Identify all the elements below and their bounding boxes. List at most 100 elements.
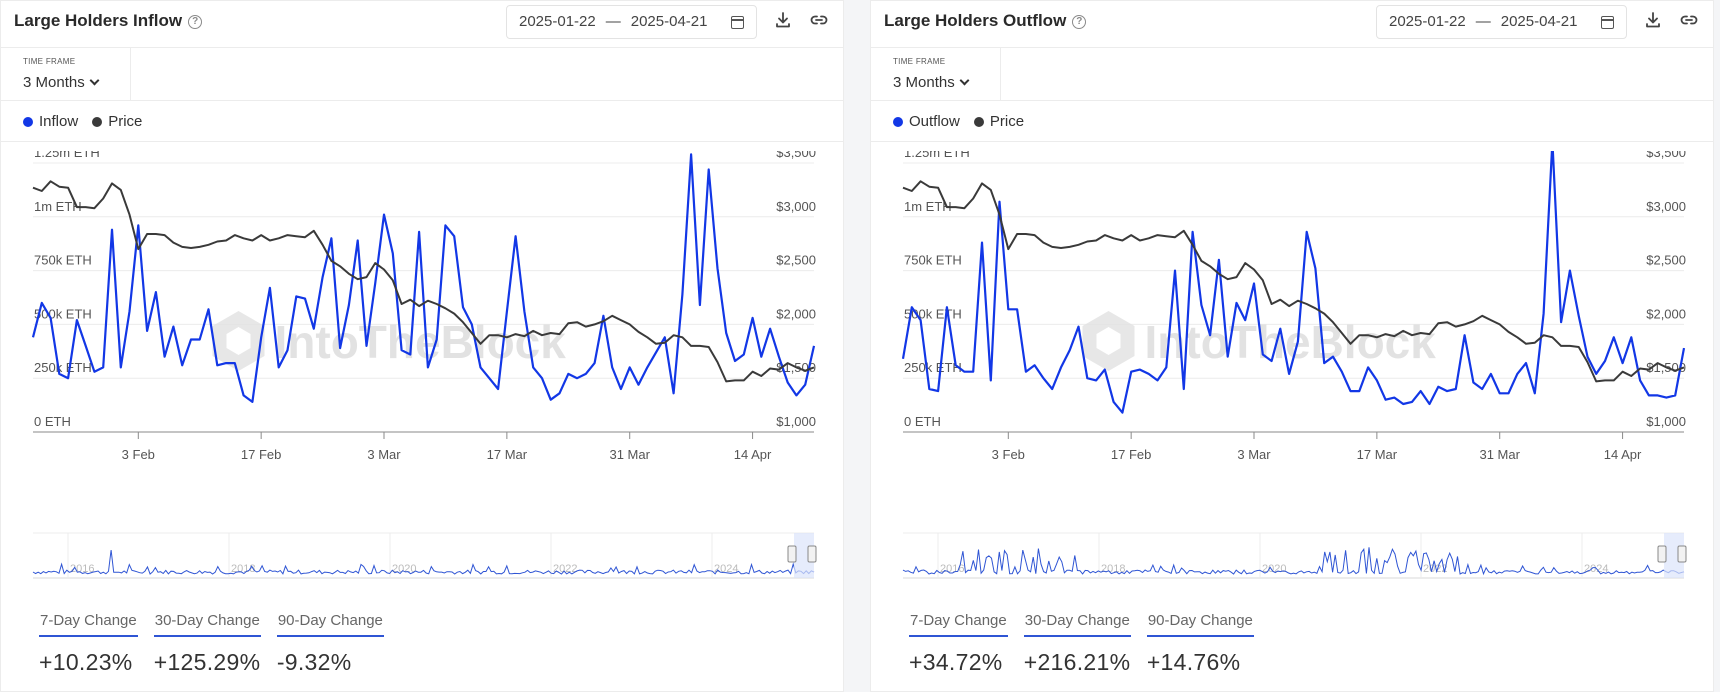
range-navigator[interactable]: 2016 2018 2020 2022 2024 (871, 531, 1715, 591)
date-from: 2025-01-22 (519, 13, 596, 30)
stat-90-day: 90-Day Change +14.76% (1146, 612, 1254, 676)
chevron-down-icon (89, 75, 100, 86)
nav-drag-handle (1657, 545, 1667, 563)
y-right-tick-label: $3,500 (1646, 151, 1686, 160)
stat-value: -9.32% (276, 649, 352, 675)
stat-label: 30-Day Change (1023, 612, 1131, 637)
date-separator: — (605, 13, 621, 30)
stat-value: +216.21% (1023, 649, 1131, 675)
date-from: 2025-01-22 (1389, 13, 1466, 30)
x-tick-label: 3 Feb (122, 447, 155, 462)
y-right-tick-label: $2,500 (776, 253, 816, 268)
change-stats: 7-Day Change +34.72% 30-Day Change +216.21… (909, 612, 1254, 676)
stat-label: 90-Day Change (276, 612, 384, 637)
inflow-panel: Large Holders Inflow? 2025-01-22 — 2025-04… (0, 0, 844, 692)
download-icon[interactable] (773, 10, 793, 30)
chevron-down-icon (959, 75, 970, 86)
timeframe-dropdown[interactable]: 3 Months (893, 74, 970, 91)
date-range-picker[interactable]: 2025-01-22 — 2025-04-21 (506, 5, 757, 39)
nav-year-label: 2022 (1423, 563, 1447, 575)
nav-drag-handle (1677, 545, 1687, 563)
x-tick-label: 14 Apr (734, 447, 772, 462)
y-right-tick-label: $3,000 (1646, 199, 1686, 214)
stat-7-day: 7-Day Change +10.23% (39, 612, 138, 676)
panel-title: Large Holders Outflow? (884, 11, 1087, 31)
stat-value: +10.23% (39, 649, 133, 675)
stat-label: 7-Day Change (39, 612, 138, 637)
y-right-tick-label: $1,000 (776, 414, 816, 429)
stat-30-day: 30-Day Change +216.21% (1023, 612, 1131, 676)
chart-legend: Inflow Price (23, 113, 142, 130)
timeframe-selector: TIME FRAME 3 Months (1, 48, 131, 100)
y-left-tick-label: 0 ETH (34, 414, 71, 429)
y-right-tick-label: $2,500 (1646, 253, 1686, 268)
legend-dot (23, 116, 33, 127)
legend-item-price[interactable]: Price (92, 113, 142, 130)
x-tick-label: 14 Apr (1604, 447, 1642, 462)
date-to: 2025-04-21 (630, 13, 708, 30)
watermark: IntoTheBlock (212, 311, 566, 371)
chart-legend: Outflow Price (893, 113, 1024, 130)
series-line-inflow (31, 153, 816, 403)
nav-year-label: 2020 (392, 563, 416, 575)
y-right-tick-label: $3,500 (776, 151, 816, 160)
y-left-tick-label: 0 ETH (904, 414, 941, 429)
panel-title: Large Holders Inflow? (14, 11, 203, 31)
y-left-tick-label: 1m ETH (34, 199, 82, 214)
x-tick-label: 31 Mar (1479, 447, 1520, 462)
legend-dot (92, 116, 103, 127)
legend-dot (973, 116, 984, 127)
range-navigator[interactable]: 2016 2018 2020 2022 2024 (1, 531, 845, 591)
nav-year-label: 2016 (70, 563, 94, 575)
download-icon[interactable] (1643, 10, 1663, 30)
x-tick-label: 3 Mar (1237, 447, 1271, 462)
stat-value: +34.72% (909, 649, 1003, 675)
watermark-logo-icon (212, 311, 265, 371)
nav-drag-handle (807, 545, 817, 563)
y-right-tick-label: $2,000 (776, 306, 816, 321)
y-right-tick-label: $1,000 (1646, 414, 1686, 429)
x-tick-label: 17 Mar (1357, 447, 1398, 462)
x-tick-label: 3 Feb (992, 447, 1025, 462)
link-icon[interactable] (809, 10, 829, 30)
outflow-panel: Large Holders Outflow? 2025-01-22—2025-0… (870, 0, 1714, 692)
y-left-tick-label: 250k ETH (904, 360, 962, 375)
legend-item-inflow[interactable]: Inflow (23, 113, 78, 130)
stat-label: 30-Day Change (153, 612, 261, 637)
help-icon[interactable]: ? (1072, 15, 1087, 29)
legend-item-price[interactable]: Price (973, 113, 1024, 130)
x-tick-label: 17 Feb (241, 447, 281, 462)
x-tick-label: 31 Mar (609, 447, 650, 462)
series-line-outflow (901, 151, 1686, 414)
calendar-icon[interactable] (1601, 16, 1614, 29)
stat-label: 90-Day Change (1146, 612, 1254, 637)
series-line-price (32, 180, 815, 383)
calendar-icon[interactable] (731, 16, 744, 29)
legend-item-outflow[interactable]: Outflow (893, 113, 960, 130)
y-left-tick-label: 1.25m ETH (904, 151, 970, 160)
y-right-tick-label: $2,000 (1646, 306, 1686, 321)
change-stats: 7-Day Change +10.23% 30-Day Change +125.29… (39, 612, 384, 676)
x-tick-label: 3 Mar (367, 447, 401, 462)
series-line-price (902, 180, 1685, 383)
link-icon[interactable] (1679, 10, 1699, 30)
y-left-tick-label: 250k ETH (34, 360, 92, 375)
legend-dot (893, 116, 903, 127)
timeframe-label: TIME FRAME (893, 57, 946, 66)
stat-7-day: 7-Day Change +34.72% (909, 612, 1008, 676)
y-left-tick-label: 750k ETH (904, 253, 962, 268)
y-left-tick-label: 500k ETH (34, 306, 92, 321)
date-range-picker[interactable]: 2025-01-22 — 2025-04-21 (1376, 5, 1627, 39)
stat-label: 7-Day Change (909, 612, 1008, 637)
timeframe-dropdown[interactable]: 3 Months (23, 74, 100, 91)
panel-header: Large Holders Outflow? 2025-01-22—2025-0… (871, 1, 1713, 48)
help-icon[interactable]: ? (188, 15, 203, 29)
timeframe-label: TIME FRAME (23, 57, 76, 66)
nav-year-label: 2016 (940, 563, 964, 575)
stat-30-day: 30-Day Change +125.29% (153, 612, 261, 676)
nav-selection (1664, 533, 1684, 578)
watermark-text: IntoTheBlock (1145, 316, 1437, 368)
y-left-tick-label: 1m ETH (904, 199, 952, 214)
